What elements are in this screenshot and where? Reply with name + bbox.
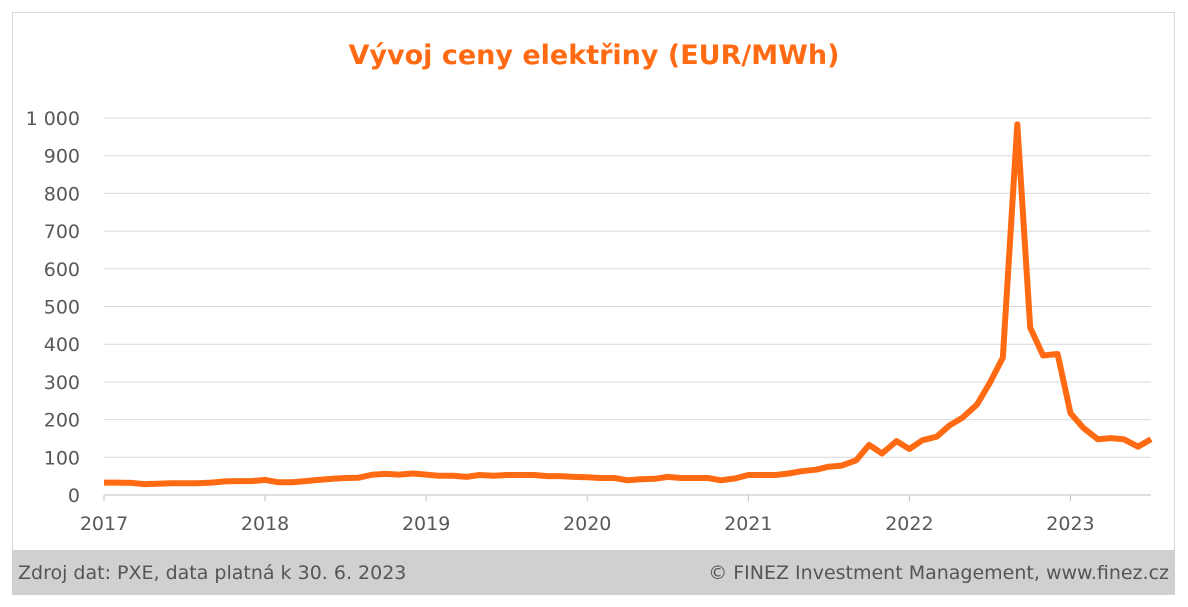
chart-frame: [12, 12, 1175, 595]
x-tick-label: 2022: [885, 513, 933, 535]
y-tick-label: 200: [44, 410, 80, 432]
y-tick-label: 900: [44, 146, 80, 168]
x-tick-label: 2021: [724, 513, 772, 535]
source-note: Zdroj dat: PXE, data platná k 30. 6. 202…: [18, 562, 407, 584]
y-tick-label: 800: [44, 183, 80, 205]
y-tick-label: 500: [44, 297, 80, 319]
y-tick-label: 300: [44, 372, 80, 394]
footer-bar: Zdroj dat: PXE, data platná k 30. 6. 202…: [12, 550, 1175, 595]
chart-title: Vývoj ceny elektřiny (EUR/MWh): [348, 40, 840, 71]
x-tick-label: 2017: [80, 513, 128, 535]
series-line-0: [104, 121, 1153, 488]
x-tick-label: 2020: [563, 513, 611, 535]
y-tick-label: 100: [44, 447, 80, 469]
y-tick-label: 0: [68, 485, 80, 507]
x-axis: 2017 2018 2019 2020 2021 2022 2023: [80, 494, 1151, 535]
x-tick-label: 2019: [402, 513, 450, 535]
y-tick-label: 400: [44, 334, 80, 356]
x-tick-label: 2018: [241, 513, 289, 535]
y-tick-label: 700: [44, 221, 80, 243]
x-tick-label: 2023: [1046, 513, 1094, 535]
y-tick-label: 1 000: [26, 108, 80, 130]
grid-lines: [104, 117, 1151, 458]
copyright-note: © FINEZ Investment Management, www.finez…: [708, 562, 1169, 584]
y-axis-ticks: 0 100 200 300 400 500 600 700 800 900 1 000: [26, 108, 80, 507]
y-tick-label: 600: [44, 259, 80, 281]
series-group: [104, 121, 1153, 488]
